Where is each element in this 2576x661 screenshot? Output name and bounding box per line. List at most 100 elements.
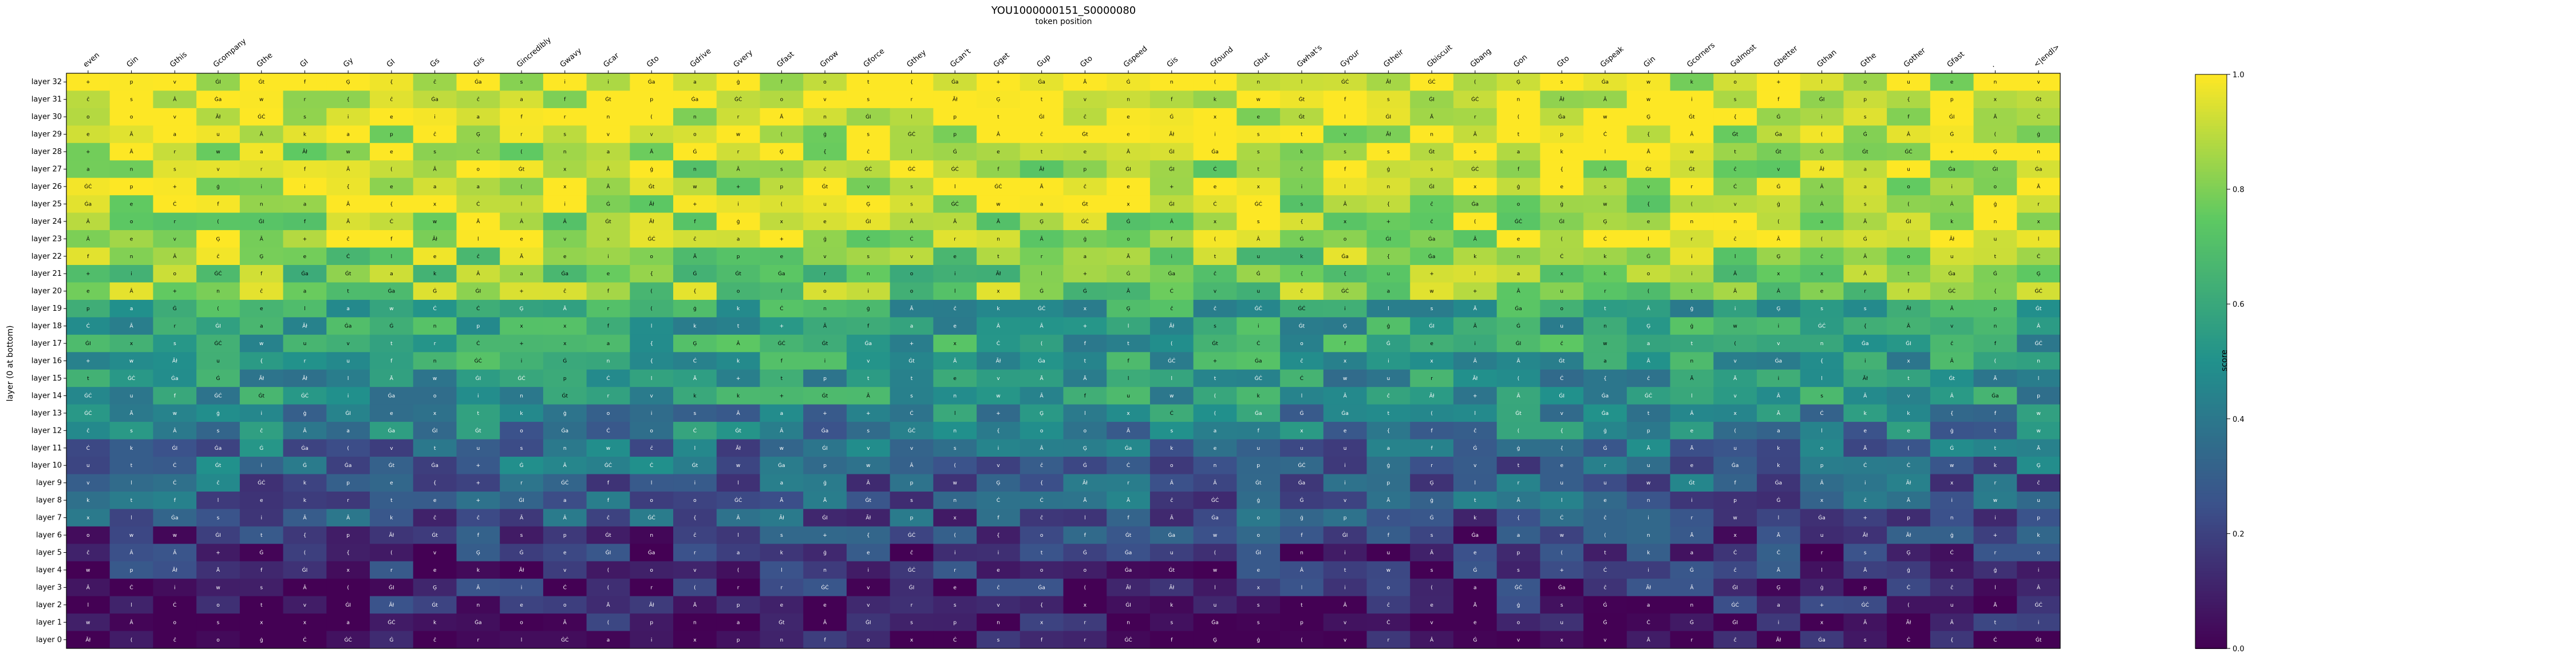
heat-cell-label: p [390,132,393,138]
heat-cell-label: Ā [1473,602,1477,608]
heat-cell-label: Ā [693,254,697,260]
heat-cell-label: Ăł [1082,480,1088,486]
heat-cell-label: Ăł [1906,305,1911,312]
heat-cell [1107,143,1151,161]
heat-cell-label: e [520,603,523,608]
heat-cell [977,90,1021,109]
heat-cell-label: x [1344,219,1347,225]
heat-cell-label: x [607,236,610,242]
heat-cell-label: x [997,289,1000,295]
heat-cell-label: Ā [1516,497,1520,504]
heat-cell-label: { [1950,638,1954,643]
heat-cell-label: ĠĊ [951,201,959,207]
heat-cell [1756,177,1801,196]
heat-cell [846,125,891,144]
heat-cell-label: n [997,620,1000,626]
heat-cell-label: n [953,428,957,434]
heat-cell-label: v [867,184,870,190]
heat-cell-label: ĠĊ [1341,79,1349,85]
x-tick-label: Gforce [862,47,886,69]
heat-cell-label: n [1257,80,1260,85]
heat-cell-label: v [997,603,1000,608]
heat-cell-label: Ġ [1299,497,1303,504]
heat-cell-label: Ġt [866,497,872,504]
heat-cell-label: Ġ [1690,619,1694,626]
heat-cell-label: Ġa [85,201,92,207]
heat-cell-label: ģ [1777,201,1780,207]
heat-cell-label: w [1733,516,1737,521]
heat-cell-label: v [1473,463,1477,469]
heat-cell-label: ĉ [1603,515,1606,521]
heat-cell [456,143,500,161]
heat-cell-label: Ā [1127,288,1131,295]
heat-cell-label: l [1084,411,1086,417]
heat-cell [1063,90,1107,109]
x-tick-label: GI [385,58,397,69]
heat-cell-label: l [1301,80,1303,85]
heat-cell-label: i [1864,359,1866,365]
heat-cell-label: ģ [1560,201,1563,207]
heat-cell-label: t [737,324,740,330]
heat-cell-label: Ġt [605,97,611,103]
heat-cell [716,73,760,91]
heat-cell-label: Ā [129,149,133,155]
heat-cell [2017,108,2061,126]
heat-cell-label: a [477,114,480,120]
heat-cell [239,177,284,196]
heat-cell-label: s [954,446,957,452]
heat-cell-label: l [1475,271,1476,277]
heat-cell-label: ĉ [477,97,480,103]
heat-cell-label: Ġ [1040,288,1044,295]
heat-cell-label: t [87,376,89,382]
heat-cell-label: Ċ [1907,637,1910,643]
heat-cell-label: ĉ [433,132,436,138]
heat-cell-label: Ā [260,236,264,242]
heat-cell [673,247,717,266]
heat-cell [1843,230,1887,248]
heat-cell-label: e [1084,149,1087,155]
heat-cell [1149,177,1194,196]
heat-cell [196,212,240,231]
heat-cell-label: + [1213,359,1218,365]
heat-cell-label: u [1170,551,1174,556]
x-tick-label: Gdrive [689,47,713,69]
heat-cell-label: s [910,184,913,190]
heat-cell-label: v [1777,341,1780,347]
heat-cell-label: o [1517,201,1520,207]
heat-cell-label: Â [997,131,1001,138]
heat-cell-label: Ā [2037,445,2041,452]
heat-cell [1756,212,1801,231]
heat-cell-label: ĉ [477,254,480,260]
heat-cell-label: p [1387,481,1390,486]
heat-cell [543,177,587,196]
heat-cell-label: x [1430,359,1433,365]
heat-cell-label: Ġa [1341,254,1349,260]
heat-cell-label: r [173,324,176,330]
heat-cell-label: s [997,638,1000,643]
heat-cell [500,108,544,126]
heat-cell [1366,265,1411,283]
heat-cell-label: u [1560,481,1563,486]
heat-cell-label: Ġa [1211,515,1219,521]
heat-cell-label: { [390,80,393,85]
heat-cell [890,247,934,266]
heat-cell-label: n [2037,359,2040,365]
heat-cell-label: o [1170,463,1174,469]
heat-cell-label: { [1647,132,1650,138]
heat-cell-label: { [1950,411,1954,417]
heat-cell-label: Ăł [1776,636,1781,643]
heat-cell [933,195,977,213]
heat-cell-label: l [911,149,912,155]
heat-cell [326,143,370,161]
heat-cell-label: w [1170,393,1174,399]
heat-cell-label: ĠĊ [1905,149,1912,155]
heat-cell [1800,247,1844,266]
heat-cell-label: Ăł [216,113,221,120]
heat-cell-label: Ā [476,219,480,225]
heat-cell-label: o [650,254,653,260]
heat-cell [1107,125,1151,144]
heat-cell-label: s [1820,393,1823,399]
heat-cell-label: Ġa [1602,393,1609,399]
heat-cell-label: x [563,341,567,347]
